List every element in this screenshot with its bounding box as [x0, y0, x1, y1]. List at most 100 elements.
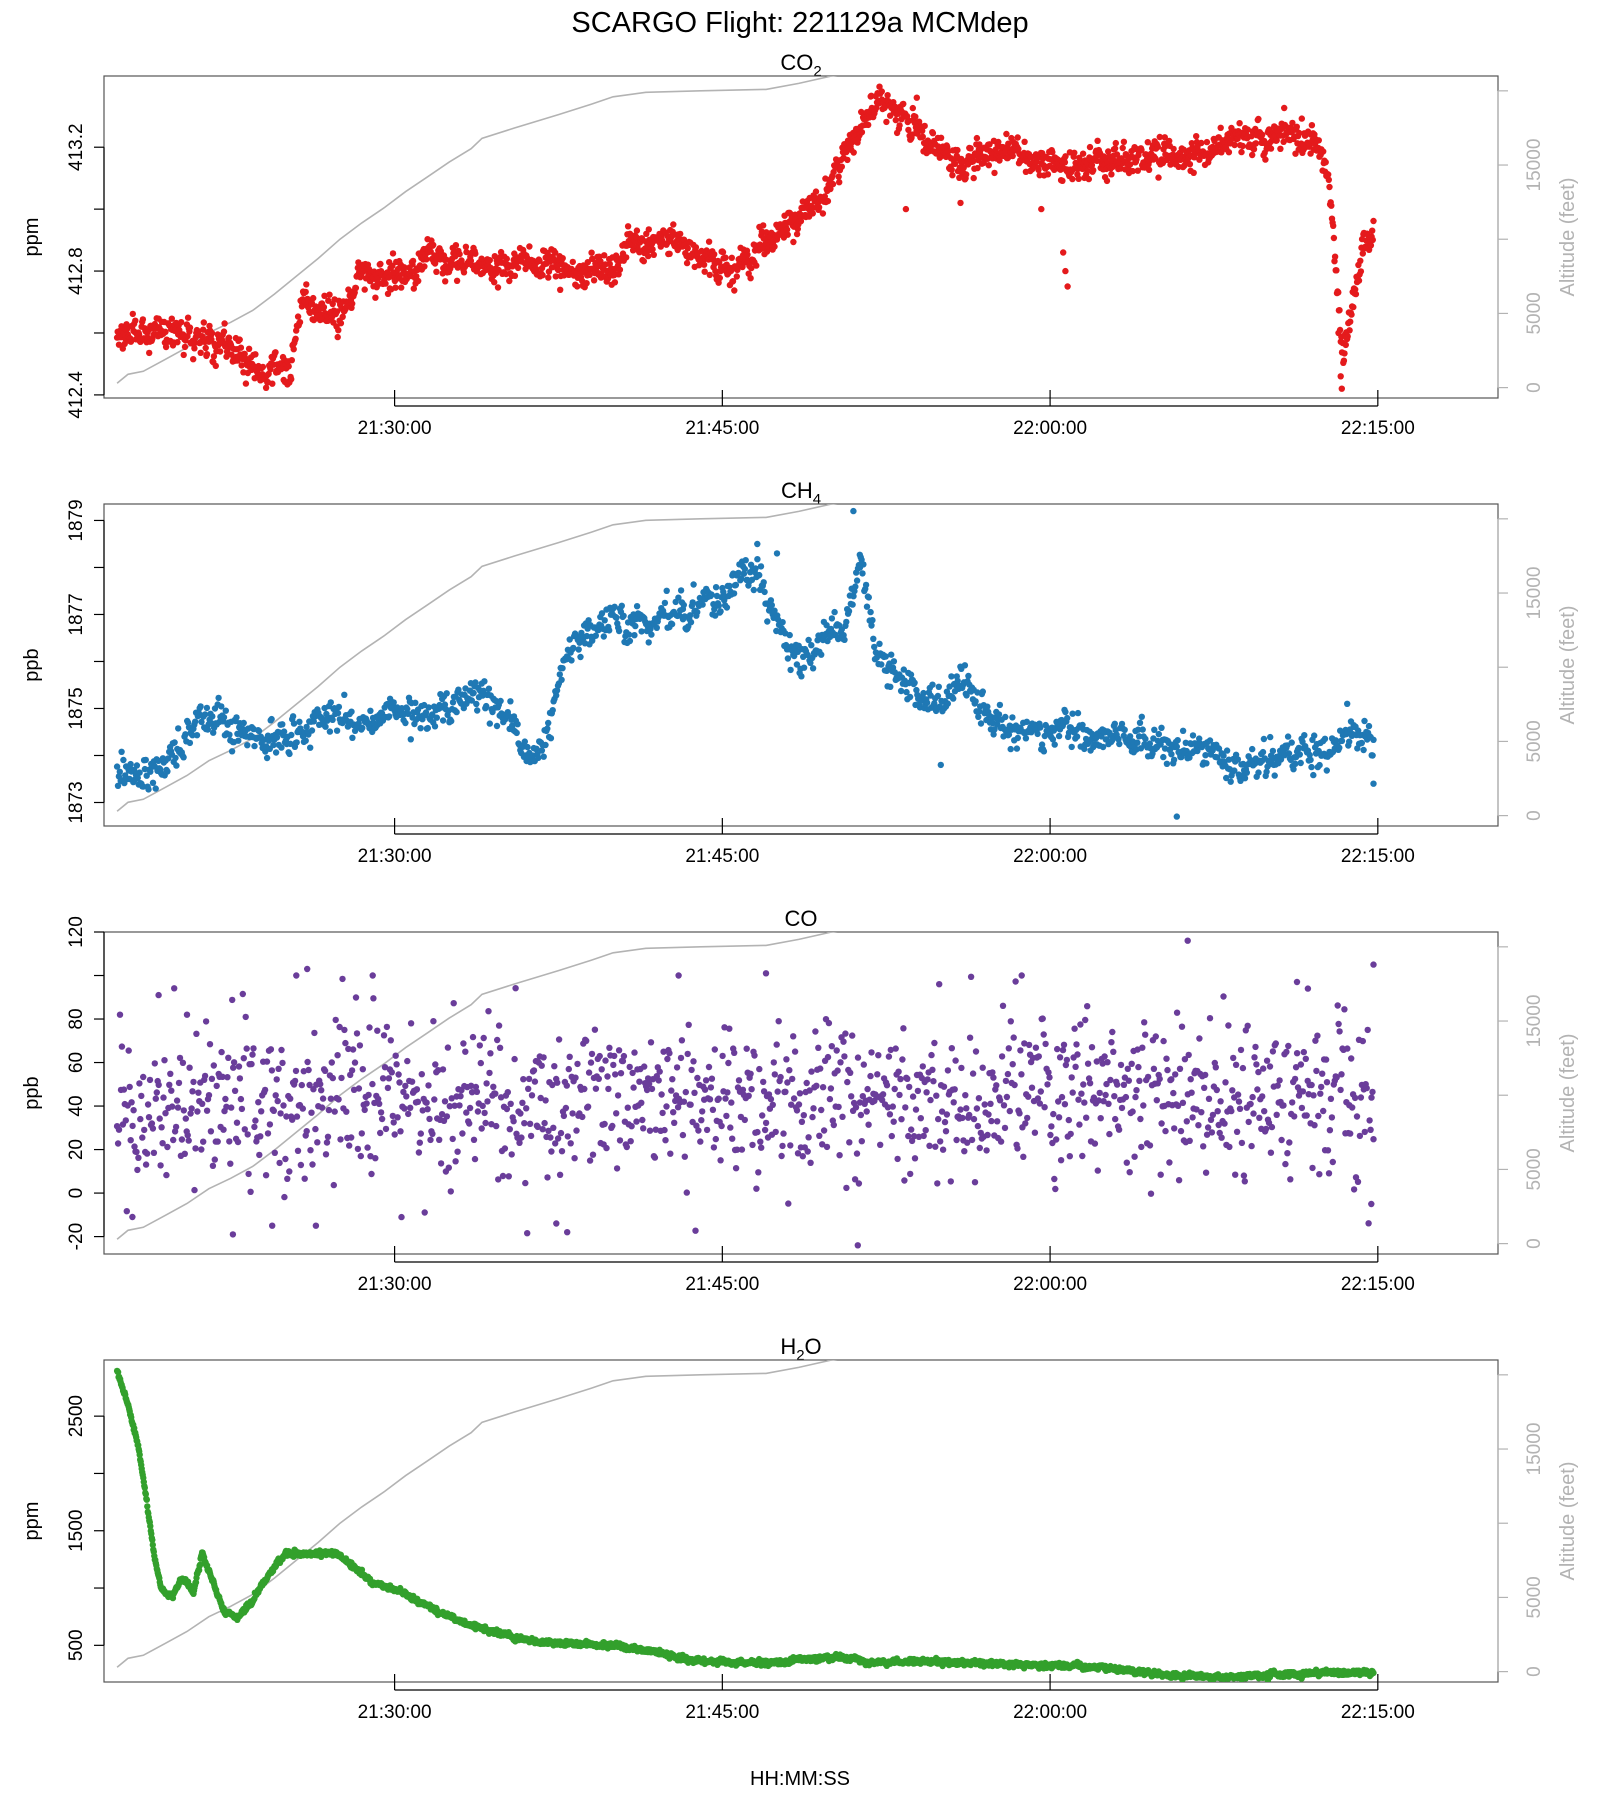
data-point [1263, 768, 1270, 775]
data-point [279, 1059, 286, 1067]
data-point [1091, 1140, 1099, 1147]
data-point [372, 294, 379, 301]
data-point [324, 1133, 332, 1141]
data-point [576, 639, 583, 646]
alt-tick-label: 5000 [1524, 292, 1545, 334]
data-point [579, 1113, 586, 1121]
data-point [334, 333, 341, 341]
data-point [733, 1146, 741, 1153]
data-point [218, 1048, 225, 1056]
data-point [710, 1144, 718, 1151]
data-point [1158, 724, 1165, 731]
data-point [310, 718, 317, 725]
data-point [753, 262, 760, 269]
data-point [1266, 1063, 1274, 1070]
data-point [1315, 137, 1323, 144]
data-point [181, 1150, 188, 1158]
data-point [455, 686, 462, 693]
data-point [179, 1059, 187, 1067]
data-point [1306, 751, 1313, 759]
alt-axis-label: Altitude (feet) [1557, 606, 1579, 725]
x-tick-label: 21:30:00 [358, 1274, 432, 1295]
data-point [882, 653, 889, 660]
data-point [506, 277, 513, 285]
data-point [1325, 176, 1333, 183]
data-point [793, 661, 801, 668]
data-point [1305, 1091, 1312, 1098]
x-tick-label: 21:45:00 [685, 418, 759, 439]
data-point [346, 1142, 353, 1149]
data-point [1310, 1092, 1317, 1099]
data-point [753, 1185, 760, 1192]
data-point [222, 707, 229, 714]
data-point [268, 1067, 276, 1074]
data-point [139, 1134, 146, 1141]
data-point [1325, 1170, 1333, 1177]
data-point [1052, 1185, 1059, 1193]
data-point [589, 1151, 597, 1158]
data-point [173, 762, 180, 769]
data-point [407, 736, 414, 743]
data-point [1022, 735, 1030, 742]
data-point [1281, 104, 1288, 112]
data-point [1259, 748, 1267, 756]
data-point [1136, 719, 1144, 726]
data-point [616, 1137, 624, 1144]
data-point [980, 159, 987, 166]
data-point [224, 1074, 231, 1081]
data-point [754, 1128, 761, 1136]
data-point [604, 1073, 611, 1080]
data-point [597, 258, 604, 265]
data-point [235, 1063, 243, 1070]
data-point [530, 1067, 538, 1074]
data-point [294, 1147, 302, 1155]
data-point [583, 280, 590, 287]
data-point [1215, 745, 1223, 752]
data-point [361, 286, 368, 293]
data-point [726, 582, 733, 590]
data-point [711, 251, 718, 258]
data-point [1206, 737, 1214, 744]
data-point [172, 754, 179, 762]
data-point [229, 996, 236, 1004]
data-point [1129, 1108, 1136, 1115]
data-point [193, 732, 201, 739]
data-point [325, 297, 332, 304]
data-point [1057, 1157, 1065, 1164]
data-point [1358, 739, 1366, 747]
data-point [892, 116, 899, 124]
data-point [215, 694, 222, 702]
data-point [364, 1144, 371, 1151]
data-point [1323, 1079, 1331, 1086]
data-point [1337, 373, 1344, 380]
data-point [1365, 722, 1373, 730]
data-point [992, 146, 999, 153]
data-point [129, 1122, 136, 1130]
data-point [180, 1107, 187, 1114]
data-point [1060, 249, 1067, 256]
data-point [937, 761, 944, 769]
data-point [348, 1134, 355, 1141]
data-point [358, 1130, 365, 1137]
data-point [120, 1086, 128, 1093]
data-point [1233, 1128, 1241, 1136]
data-point [941, 1118, 949, 1126]
data-point [744, 251, 751, 258]
data-point [1336, 307, 1343, 314]
data-point [208, 329, 216, 337]
data-point [554, 1079, 561, 1086]
data-point [679, 616, 687, 623]
data-point [829, 180, 837, 188]
data-point [887, 683, 894, 690]
data-point [1357, 268, 1365, 275]
data-point [1176, 1065, 1184, 1073]
data-point [1084, 1060, 1092, 1067]
data-point [687, 1101, 694, 1108]
data-point [909, 1093, 917, 1100]
data-point [536, 257, 543, 264]
data-point [398, 1213, 405, 1221]
data-point [170, 1136, 177, 1144]
data-point [343, 1108, 350, 1115]
data-point [388, 1069, 395, 1076]
data-point [355, 259, 362, 266]
